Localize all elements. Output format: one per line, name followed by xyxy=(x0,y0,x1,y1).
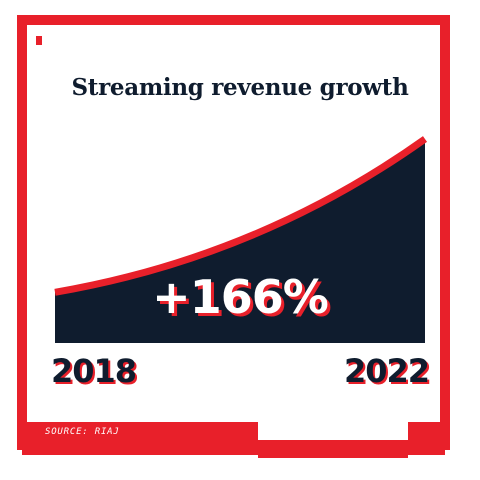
x-tick-end: 2022 xyxy=(343,352,430,390)
chart-title: Streaming revenue growth xyxy=(71,74,409,101)
x-tick-start: 2018 xyxy=(51,352,137,390)
area-layer xyxy=(54,136,428,343)
growth-line xyxy=(54,136,428,296)
frame-notch xyxy=(36,36,42,45)
source-note: SOURCE: RIAJ xyxy=(45,427,120,437)
growth-annotation: +166% xyxy=(152,270,329,324)
frame-bottom-step xyxy=(22,422,445,458)
